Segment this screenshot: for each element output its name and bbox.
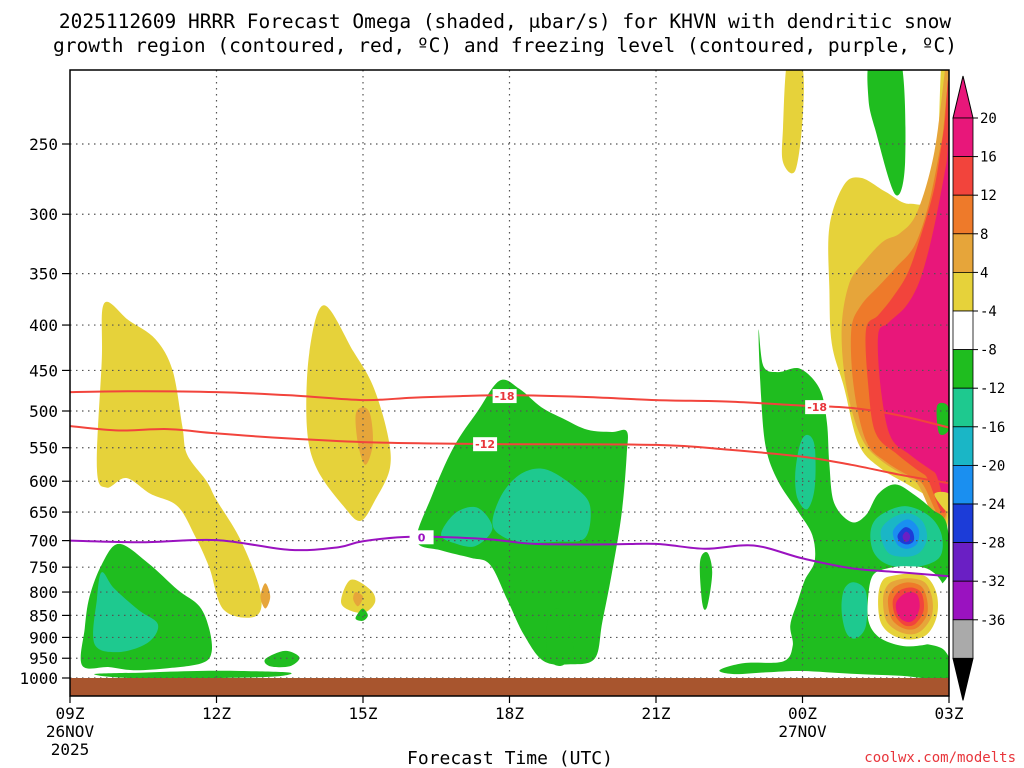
colorbar-swatch-5 bbox=[952, 310, 974, 350]
omega-region-20 bbox=[867, 70, 906, 196]
omega-region-3 bbox=[781, 70, 804, 174]
contour-labels: -18 -18 -12 0 bbox=[409, 389, 830, 545]
x-tick-label-18Z: 18Z bbox=[495, 704, 524, 723]
colorbar-swatch-11 bbox=[952, 542, 974, 582]
colorbar-swatch-4 bbox=[952, 271, 974, 312]
x-axis-label: Forecast Time (UTC) bbox=[407, 748, 613, 768]
x-tick-sublabel-00Z: 27NOV bbox=[778, 722, 827, 741]
y-tick-label-450: 450 bbox=[29, 361, 58, 380]
colorbar-label-7: -12 bbox=[980, 381, 1005, 397]
colorbar: 20 16 12 8 4 -4 -8 -12 -16 -20 -24 -28 -32 -36 bbox=[952, 75, 1005, 701]
omega-region-1 bbox=[306, 305, 391, 521]
x-tick-year-09Z: 2025 bbox=[51, 740, 90, 759]
omega-region-6 bbox=[260, 583, 271, 609]
colorbar-swatch-6 bbox=[952, 349, 974, 389]
contour-label-2: -12 bbox=[475, 438, 495, 451]
contour-freezing-0 bbox=[70, 535, 949, 578]
y-tick-label-1000: 1000 bbox=[19, 669, 58, 688]
plot-area bbox=[70, 70, 949, 696]
x-tick-sublabel-09Z: 26NOV bbox=[46, 722, 95, 741]
colorbar-label-0: 20 bbox=[980, 111, 997, 127]
colorbar-swatch-13 bbox=[952, 619, 974, 659]
grid-lines bbox=[70, 70, 949, 696]
omega-region-14 bbox=[264, 650, 300, 668]
y-tick-label-600: 600 bbox=[29, 472, 58, 491]
x-tick-label-00Z: 00Z bbox=[788, 704, 817, 723]
x-tick-label-12Z: 12Z bbox=[202, 704, 231, 723]
colorbar-label-11: -28 bbox=[980, 536, 1005, 552]
omega-region-13 bbox=[94, 670, 292, 679]
colorbar-swatch-7 bbox=[952, 387, 974, 428]
contour-label-bg-3 bbox=[409, 530, 434, 545]
colorbar-label-9: -20 bbox=[980, 458, 1005, 474]
colorbar-label-8: -16 bbox=[980, 420, 1005, 436]
x-tick-label-15Z: 15Z bbox=[349, 704, 378, 723]
y-tick-label-700: 700 bbox=[29, 532, 58, 551]
y-tick-label-800: 800 bbox=[29, 583, 58, 602]
contour-label-bg-2 bbox=[473, 437, 498, 452]
omega-region-27 bbox=[841, 582, 868, 639]
omega-region-21 bbox=[936, 402, 949, 436]
chart-title-line2: growth region (contoured, red, ºC) and f… bbox=[53, 34, 957, 57]
colorbar-swatch-8 bbox=[952, 426, 974, 466]
x-tick-label-21Z: 21Z bbox=[642, 704, 671, 723]
omega-region-17 bbox=[546, 608, 574, 666]
colorbar-label-2: 12 bbox=[980, 188, 997, 204]
y-tick-label-650: 650 bbox=[29, 503, 58, 522]
x-tick-label-09Z: 09Z bbox=[56, 704, 85, 723]
colorbar-swatch-1 bbox=[952, 156, 974, 196]
colorbar-label-6: -8 bbox=[980, 343, 997, 359]
omega-region-24 bbox=[492, 468, 591, 543]
omega-region-25 bbox=[795, 434, 816, 510]
omega-region-22 bbox=[93, 572, 159, 653]
colorbar-swatch-12 bbox=[952, 580, 974, 621]
y-tick-label-400: 400 bbox=[29, 316, 58, 335]
contour-label-1: -18 bbox=[807, 401, 827, 414]
omega-region-38 bbox=[934, 491, 949, 513]
contour-label-0: -18 bbox=[495, 390, 515, 403]
colorbar-swatch-10 bbox=[952, 503, 974, 543]
colorbar-bottom-arrow bbox=[952, 657, 974, 701]
colorbar-label-3: 8 bbox=[980, 227, 988, 243]
contour-label-bg-1 bbox=[805, 400, 830, 415]
omega-region-11 bbox=[877, 122, 949, 505]
omega-region-37 bbox=[895, 592, 920, 623]
y-tick-label-300: 300 bbox=[29, 205, 58, 224]
colorbar-swatch-3 bbox=[952, 233, 974, 273]
colorbar-label-10: -24 bbox=[980, 497, 1005, 513]
omega-region-7 bbox=[353, 591, 364, 607]
y-tick-label-550: 550 bbox=[29, 439, 58, 458]
y-tick-label-850: 850 bbox=[29, 606, 58, 625]
colorbar-swatch-9 bbox=[952, 464, 974, 505]
omega-region-0 bbox=[96, 301, 262, 618]
y-tick-label-750: 750 bbox=[29, 558, 58, 577]
y-tick-label-350: 350 bbox=[29, 265, 58, 284]
y-tick-label-500: 500 bbox=[29, 402, 58, 421]
omega-region-5 bbox=[355, 407, 374, 465]
colorbar-label-13: -36 bbox=[980, 613, 1005, 629]
omega-region-31 bbox=[902, 531, 911, 542]
y-tick-label-900: 900 bbox=[29, 628, 58, 647]
ground-surface bbox=[70, 678, 949, 696]
colorbar-swatch-0 bbox=[952, 117, 974, 157]
colorbar-label-12: -32 bbox=[980, 574, 1005, 590]
contour-label-3: 0 bbox=[418, 531, 426, 544]
y-tick-label-250: 250 bbox=[29, 135, 58, 154]
colorbar-swatch-2 bbox=[952, 194, 974, 235]
colorbar-label-4: 4 bbox=[980, 265, 988, 281]
omega-region-18 bbox=[699, 552, 713, 610]
y-tick-label-950: 950 bbox=[29, 649, 58, 668]
omega-region-15 bbox=[355, 608, 368, 621]
chart-title-line1: 2025112609 HRRR Forecast Omega (shaded, … bbox=[59, 10, 951, 33]
colorbar-label-5: -4 bbox=[980, 304, 997, 320]
colorbar-label-1: 16 bbox=[980, 150, 997, 166]
y-axis: 250 300 350 400 450 500 550 600 650 700 750 800 850 9… bbox=[19, 135, 70, 688]
contour-label-bg-0 bbox=[492, 389, 517, 404]
x-tick-label-03Z: 03Z bbox=[935, 704, 964, 723]
credit-text: coolwx.com/modelts bbox=[864, 750, 1016, 766]
